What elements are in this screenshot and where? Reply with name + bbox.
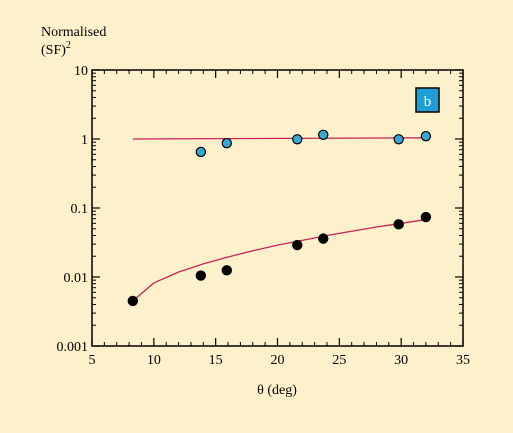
x-tick-label: 20 [271,353,285,368]
data-point-series-1 [221,137,232,149]
data-point-series-2 [393,219,404,230]
x-tick-label: 5 [89,353,96,368]
plot-frame [91,69,464,347]
data-point-series-1 [318,129,329,141]
panel-label-badge: b [415,87,440,113]
data-point-series-2 [292,239,303,251]
data-point-series-2 [420,211,432,223]
x-tick-label: 15 [209,353,223,368]
panel-label-text: b [424,94,432,110]
panel-label-box [415,87,440,113]
data-point-series-2 [195,270,207,281]
y-axis-label-line2: (SF)2 [41,40,71,58]
y-axis-label-sf: (SF) [41,43,66,58]
x-tick-label: 25 [332,353,346,368]
axis-tick-labels: 5 10 15 20 25 30 35 0.001 0.01 0.1 1 10 [57,64,471,368]
fit-line-series-2 [132,218,426,302]
data-point-series-1 [195,146,207,158]
y-tick-label: 1 [81,133,88,148]
x-tick-label: 10 [147,353,161,368]
data-point-series-2 [318,233,329,244]
y-tick-label: 0.01 [64,271,89,286]
y-axis-label: Normalised [41,25,106,40]
data-point-series-2 [127,295,139,307]
axis-ticks [91,69,464,347]
data-point-series-1 [420,130,432,142]
data-points [127,129,432,307]
y-axis-label-superscript: 2 [66,40,71,51]
data-point-series-2 [221,265,232,276]
fit-line-series-1 [132,137,426,140]
x-axis-label: θ (deg) [257,383,297,398]
data-point-series-1 [292,134,303,145]
y-tick-label: 0.1 [71,202,89,217]
y-tick-label: 10 [74,64,88,79]
x-tick-label: 35 [456,353,470,368]
fit-lines [132,137,426,302]
data-point-series-1 [393,134,404,145]
x-tick-label: 30 [394,353,408,368]
y-tick-label: 0.001 [57,340,89,355]
